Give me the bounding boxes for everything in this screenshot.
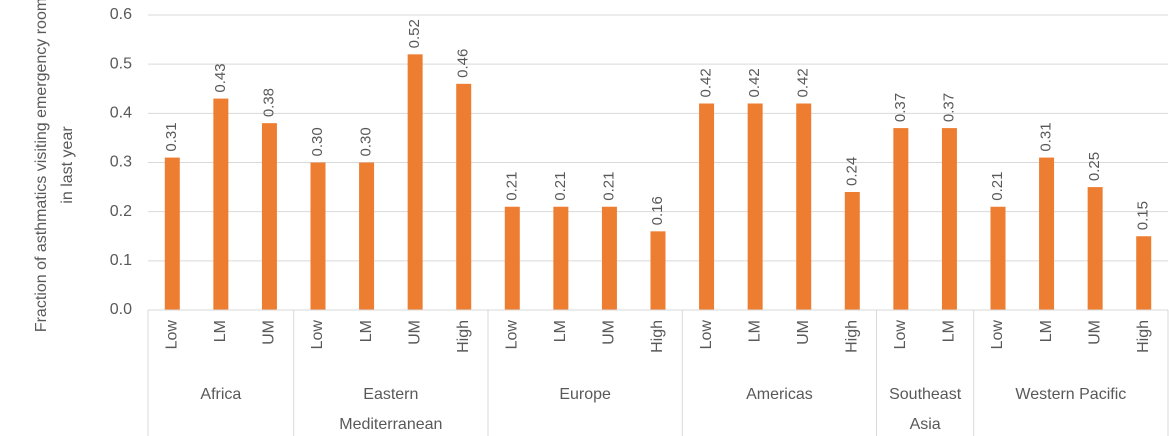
bar	[359, 162, 375, 310]
x-tick-label: High	[1135, 320, 1152, 353]
bar	[213, 98, 229, 310]
data-label: 0.25	[1086, 152, 1103, 181]
y-axis-title: Fraction of asthmatics visiting emergenc…	[33, 0, 76, 333]
data-label: 0.21	[503, 172, 520, 201]
y-tick-label: 0.6	[110, 6, 132, 23]
bar	[553, 206, 569, 310]
x-tick-label: Low	[504, 320, 521, 350]
x-tick-label: Low	[164, 320, 181, 350]
x-tick-label: High	[455, 320, 472, 353]
data-label: 0.16	[649, 196, 666, 225]
bar	[456, 83, 472, 310]
bar	[941, 128, 957, 310]
data-label: 0.21	[552, 172, 569, 201]
data-label: 0.37	[892, 93, 909, 122]
x-tick-label: UM	[601, 320, 618, 345]
bar	[1087, 187, 1103, 310]
bar	[699, 103, 715, 310]
bar	[310, 162, 326, 310]
x-tick-label: LM	[941, 320, 958, 342]
y-tick-label: 0.3	[110, 154, 132, 171]
data-label: 0.21	[989, 172, 1006, 201]
y-tick-label: 0.2	[110, 203, 132, 220]
group-label: Africa	[200, 386, 242, 403]
data-label: 0.42	[746, 68, 763, 97]
data-label: 0.42	[698, 68, 715, 97]
data-label: 0.15	[1135, 201, 1152, 230]
bar	[990, 206, 1006, 310]
x-tick-label: UM	[795, 320, 812, 345]
y-tick-label: 0.0	[110, 301, 132, 318]
bar	[893, 128, 909, 310]
data-label: 0.24	[843, 157, 860, 186]
x-tick-label: LM	[212, 320, 229, 342]
x-tick-label: Low	[892, 320, 909, 350]
x-tick-label: LM	[552, 320, 569, 342]
y-tick-label: 0.1	[110, 252, 132, 269]
bar	[261, 123, 277, 311]
group-label: Europe	[559, 386, 611, 403]
x-tick-label: High	[844, 320, 861, 353]
data-label: 0.30	[309, 127, 326, 156]
bar	[407, 54, 423, 311]
data-label: 0.42	[795, 68, 812, 97]
x-tick-label: LM	[1038, 320, 1055, 342]
data-label: 0.30	[358, 127, 375, 156]
y-tick-label: 0.4	[110, 105, 132, 122]
bar	[1136, 236, 1152, 310]
x-tick-label: Low	[989, 320, 1006, 350]
bar	[796, 103, 812, 310]
x-tick-label: Low	[698, 320, 715, 350]
bar	[650, 231, 666, 310]
x-tick-label: LM	[358, 320, 375, 342]
data-label: 0.38	[260, 88, 277, 117]
data-label: 0.37	[940, 93, 957, 122]
y-tick-label: 0.5	[110, 55, 132, 72]
x-tick-label: High	[649, 320, 666, 353]
bar	[1039, 157, 1055, 310]
x-tick-label: UM	[1086, 320, 1103, 345]
bar	[844, 192, 860, 310]
data-label: 0.31	[163, 122, 180, 151]
data-label: 0.21	[600, 172, 617, 201]
x-tick-label: Low	[309, 320, 326, 350]
data-label: 0.31	[1038, 122, 1055, 151]
group-label: Southeast Asia	[889, 386, 962, 433]
data-label: 0.46	[455, 49, 472, 78]
group-label: Americas	[746, 386, 813, 403]
group-label: Western Pacific	[1015, 386, 1127, 403]
bar	[601, 206, 617, 310]
x-tick-label: UM	[261, 320, 278, 345]
group-label: Eastern Mediterranean	[339, 386, 443, 433]
bar	[504, 206, 520, 310]
x-tick-label: LM	[746, 320, 763, 342]
bar	[747, 103, 763, 310]
data-label: 0.52	[406, 19, 423, 48]
bar	[164, 157, 180, 310]
data-label: 0.43	[212, 63, 229, 92]
x-tick-label: UM	[406, 320, 423, 345]
